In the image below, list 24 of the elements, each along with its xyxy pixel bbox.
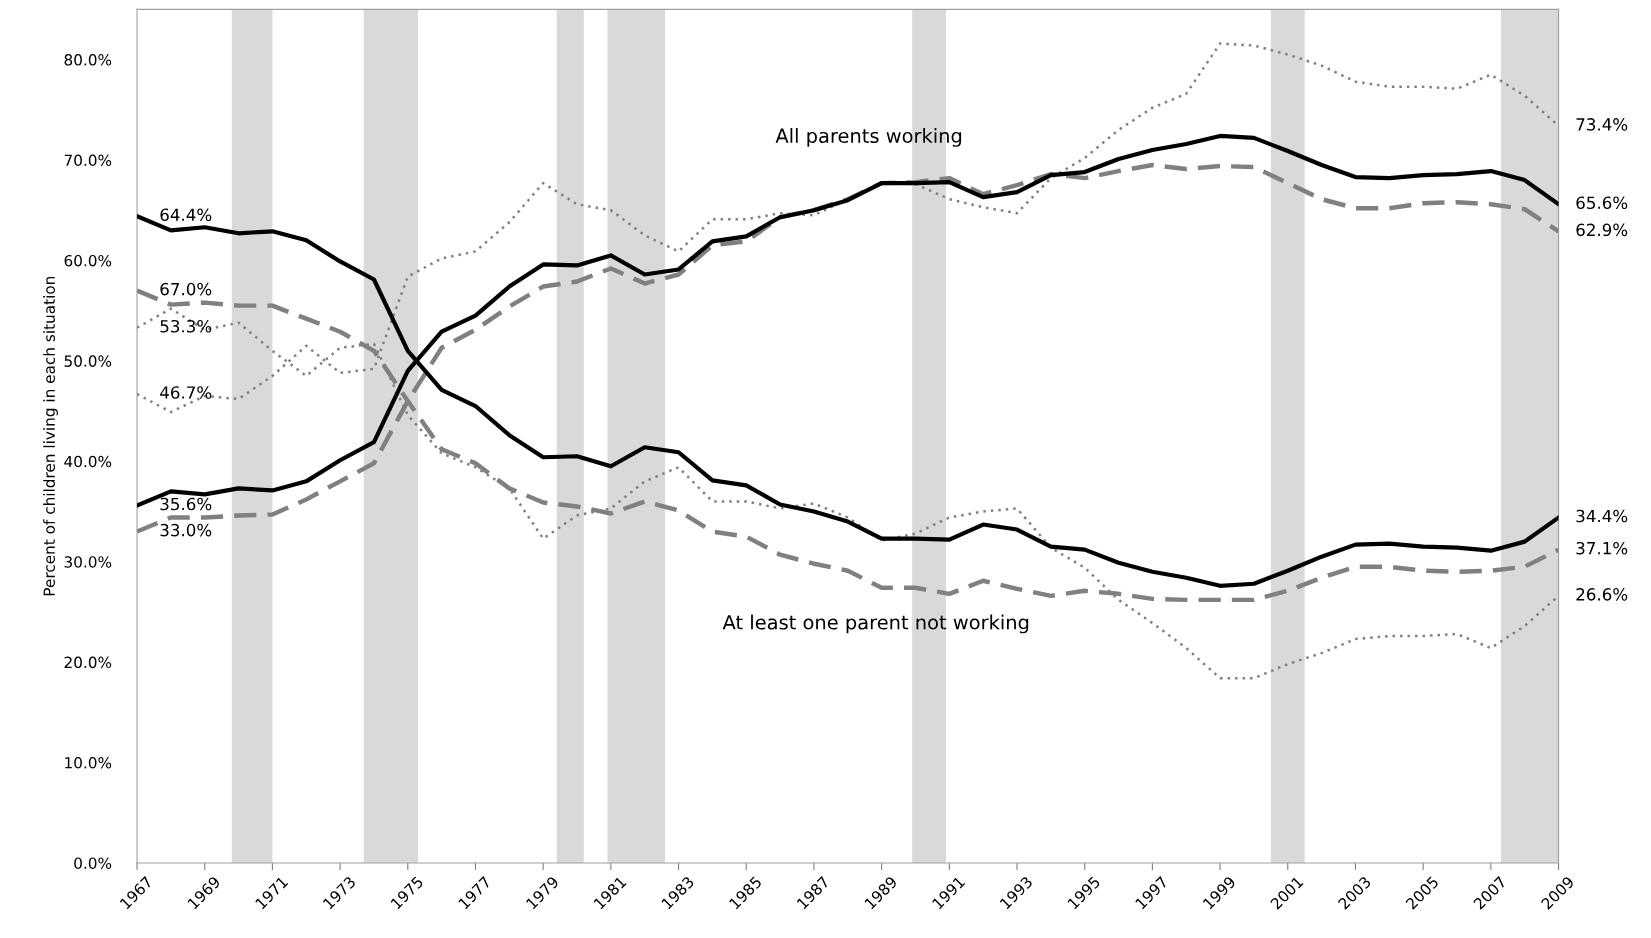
data-label: 73.4% — [1576, 118, 1628, 131]
data-label: 34.4% — [1576, 509, 1628, 523]
data-label: 35.6% — [160, 497, 212, 511]
data-label: 64.4% — [160, 208, 212, 222]
y-tick-label: 10.0% — [65, 757, 112, 769]
annotation: At least one parent not working — [722, 614, 1029, 634]
data-label: 46.7% — [160, 386, 212, 399]
y-tick-label: 70.0% — [64, 154, 112, 167]
data-label: 26.6% — [1576, 588, 1628, 601]
text: 37.1% — [1576, 541, 1628, 555]
data-label: 33.0% — [160, 523, 212, 537]
y-tick-label: 20.0% — [64, 656, 112, 669]
y-axis-title: Percent of children living in each situation — [43, 276, 58, 596]
data-label: 65.6% — [1576, 196, 1628, 210]
data-label: 53.3% — [160, 319, 212, 333]
y-tick-label: 80.0% — [64, 54, 112, 66]
y-tick-label: 60.0% — [64, 254, 112, 267]
y-tick-label: 40.0% — [64, 455, 112, 468]
data-label: 62.9% — [1576, 223, 1628, 237]
y-tick-label: 0.0% — [74, 857, 112, 869]
y-tick-label: 30.0% — [64, 556, 112, 568]
y-tick-label: 50.0% — [64, 355, 112, 367]
annotation: All parents working — [775, 128, 962, 147]
annotation: 67.0% — [160, 282, 212, 296]
